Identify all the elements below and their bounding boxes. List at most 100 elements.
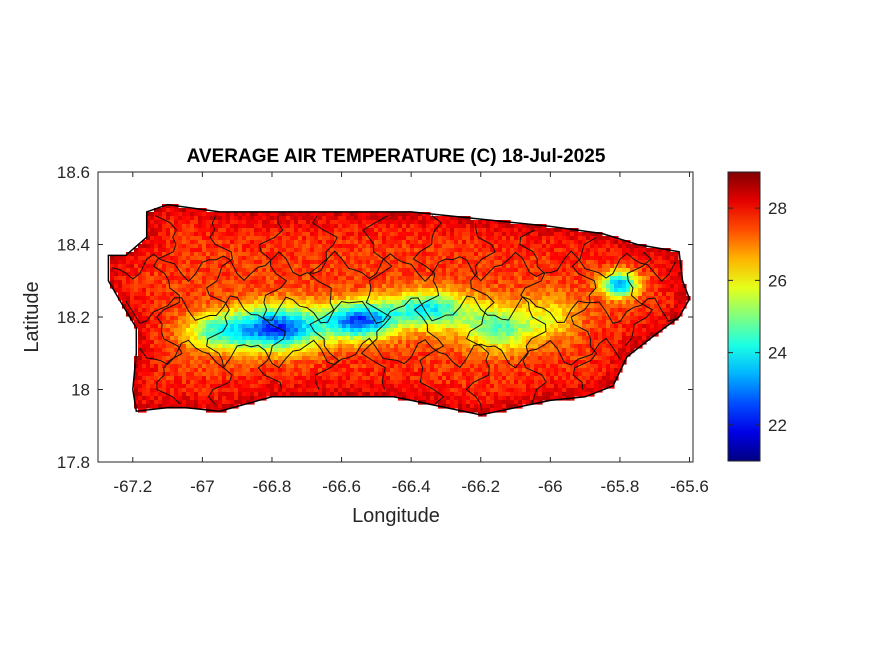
- temperature-cell: [574, 304, 579, 309]
- temperature-cell: [402, 360, 407, 365]
- temperature-cell: [442, 300, 447, 305]
- temperature-cell: [358, 284, 363, 289]
- temperature-cell: [262, 224, 267, 229]
- temperature-cell: [210, 324, 215, 329]
- temperature-cell: [494, 288, 499, 293]
- temperature-cell: [322, 280, 327, 285]
- temperature-cell: [274, 360, 279, 365]
- temperature-cell: [310, 244, 315, 249]
- temperature-cell: [318, 288, 323, 293]
- temperature-cell: [290, 344, 295, 349]
- temperature-cell: [578, 340, 583, 345]
- temperature-cell: [378, 288, 383, 293]
- temperature-cell: [358, 212, 363, 217]
- temperature-cell: [174, 224, 179, 229]
- temperature-cell: [534, 268, 539, 273]
- temperature-cell: [302, 320, 307, 325]
- temperature-cell: [414, 328, 419, 333]
- temperature-cell: [170, 340, 175, 345]
- temperature-cell: [190, 344, 195, 349]
- temperature-cell: [166, 348, 171, 353]
- temperature-cell: [254, 236, 259, 241]
- temperature-cell: [342, 248, 347, 253]
- temperature-cell: [466, 288, 471, 293]
- temperature-cell: [134, 312, 139, 317]
- temperature-cell: [150, 308, 155, 313]
- temperature-cell: [478, 304, 483, 309]
- temperature-cell: [174, 216, 179, 221]
- temperature-cell: [438, 280, 443, 285]
- temperature-cell: [382, 272, 387, 277]
- temperature-cell: [474, 356, 479, 361]
- temperature-cell: [638, 336, 643, 341]
- temperature-cell: [678, 272, 683, 277]
- temperature-cell: [218, 252, 223, 257]
- temperature-cell: [182, 312, 187, 317]
- temperature-cell: [462, 336, 467, 341]
- temperature-cell: [182, 232, 187, 237]
- temperature-cell: [510, 332, 515, 337]
- temperature-cell: [134, 264, 139, 269]
- temperature-cell: [154, 264, 159, 269]
- temperature-cell: [582, 320, 587, 325]
- temperature-cell: [522, 292, 527, 297]
- temperature-cell: [450, 220, 455, 225]
- temperature-cell: [510, 324, 515, 329]
- temperature-cell: [386, 220, 391, 225]
- temperature-cell: [182, 308, 187, 313]
- temperature-cell: [498, 296, 503, 301]
- temperature-cell: [338, 344, 343, 349]
- temperature-cell: [446, 268, 451, 273]
- temperature-cell: [554, 260, 559, 265]
- temperature-cell: [530, 264, 535, 269]
- temperature-cell: [318, 276, 323, 281]
- temperature-cell: [266, 364, 271, 369]
- temperature-cell: [202, 336, 207, 341]
- temperature-cell: [542, 304, 547, 309]
- temperature-cell: [458, 356, 463, 361]
- temperature-cell: [418, 260, 423, 265]
- temperature-cell: [358, 260, 363, 265]
- temperature-cell: [198, 248, 203, 253]
- temperature-cell: [314, 256, 319, 261]
- temperature-cell: [594, 324, 599, 329]
- temperature-cell: [298, 240, 303, 245]
- temperature-cell: [278, 248, 283, 253]
- temperature-cell: [522, 236, 527, 241]
- temperature-cell: [654, 272, 659, 277]
- temperature-cell: [358, 320, 363, 325]
- temperature-cell: [614, 340, 619, 345]
- temperature-cell: [590, 296, 595, 301]
- temperature-cell: [426, 344, 431, 349]
- temperature-cell: [482, 284, 487, 289]
- temperature-cell: [254, 316, 259, 321]
- temperature-cell: [594, 360, 599, 365]
- temperature-cell: [494, 336, 499, 341]
- temperature-cell: [482, 304, 487, 309]
- temperature-cell: [242, 336, 247, 341]
- temperature-cell: [222, 356, 227, 361]
- temperature-cell: [310, 340, 315, 345]
- temperature-cell: [526, 288, 531, 293]
- temperature-cell: [342, 264, 347, 269]
- temperature-cell: [418, 296, 423, 301]
- temperature-cell: [662, 284, 667, 289]
- temperature-cell: [306, 248, 311, 253]
- temperature-cell: [366, 248, 371, 253]
- temperature-cell: [330, 300, 335, 305]
- temperature-cell: [306, 332, 311, 337]
- temperature-cell: [230, 216, 235, 221]
- temperature-cell: [650, 304, 655, 309]
- temperature-cell: [178, 316, 183, 321]
- temperature-cell: [594, 320, 599, 325]
- temperature-cell: [358, 276, 363, 281]
- temperature-cell: [166, 288, 171, 293]
- temperature-cell: [562, 352, 567, 357]
- temperature-cell: [570, 328, 575, 333]
- temperature-cell: [230, 288, 235, 293]
- temperature-cell: [498, 300, 503, 305]
- temperature-cell: [278, 260, 283, 265]
- temperature-cell: [374, 288, 379, 293]
- temperature-cell: [482, 276, 487, 281]
- temperature-cell: [630, 344, 635, 349]
